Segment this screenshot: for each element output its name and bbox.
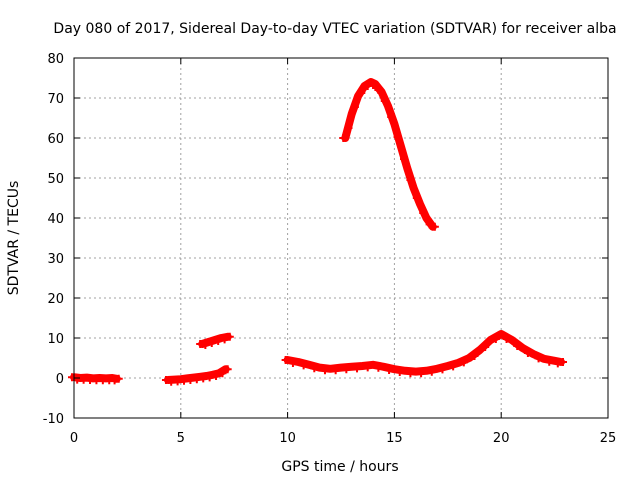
data-point <box>430 222 439 231</box>
y-tick-label: 60 <box>47 132 64 147</box>
data-point <box>214 337 223 345</box>
data-point <box>363 363 372 372</box>
x-tick-label: 10 <box>279 431 296 446</box>
y-tick-label: 10 <box>47 332 64 347</box>
data-point <box>350 103 359 111</box>
data-point <box>344 124 353 132</box>
y-tick-label: 30 <box>47 252 64 267</box>
x-tick-label: 25 <box>600 431 617 446</box>
data-point <box>449 362 458 371</box>
x-tick-label: 5 <box>177 431 185 446</box>
data-point <box>425 220 434 229</box>
x-tick-label: 0 <box>70 431 78 446</box>
data-point <box>406 369 415 378</box>
data-point <box>114 374 123 383</box>
data-point <box>225 332 234 341</box>
y-tick-label: 50 <box>47 172 64 187</box>
y-tick-label: 20 <box>47 292 64 307</box>
data-point <box>374 363 383 372</box>
data-point <box>385 366 394 374</box>
data-point <box>491 335 500 343</box>
data-point <box>502 335 511 343</box>
x-tick-label: 15 <box>386 431 403 446</box>
data-point <box>320 366 329 375</box>
y-tick-label: 40 <box>47 212 64 227</box>
y-axis-label: SDTVAR / TECUs <box>6 181 22 296</box>
data-point <box>427 367 436 376</box>
series-arc-1 <box>68 373 123 385</box>
series-arc-3 <box>196 332 234 349</box>
y-tick-label: 80 <box>47 52 64 67</box>
chart-title: Day 080 of 2017, Sidereal Day-to-day VTE… <box>53 21 616 37</box>
data-point <box>481 343 490 351</box>
data-point <box>438 365 447 374</box>
data-point <box>223 365 232 374</box>
data-point <box>395 368 404 376</box>
x-tick-label: 20 <box>493 431 510 446</box>
data-point <box>523 349 532 357</box>
data-point <box>559 358 568 366</box>
data-point <box>161 376 170 384</box>
data-point <box>380 97 389 105</box>
data-point <box>68 373 76 382</box>
y-tick-label: 70 <box>47 92 64 107</box>
series-arc-5 <box>339 78 439 231</box>
data-point <box>545 357 554 366</box>
data-point <box>342 365 351 374</box>
data-point <box>212 372 221 380</box>
data-point <box>387 113 396 121</box>
data-point <box>374 86 383 94</box>
data-point <box>470 352 479 360</box>
data-point <box>553 359 562 368</box>
data-point <box>353 364 362 373</box>
data-point <box>310 364 319 373</box>
data-point <box>534 354 543 363</box>
series-arc-4 <box>281 330 568 378</box>
data-point <box>406 176 415 184</box>
data-point <box>281 356 290 364</box>
plot-frame <box>73 57 609 419</box>
data-point <box>339 134 348 142</box>
data-point <box>205 373 214 382</box>
data-point <box>288 359 297 367</box>
axis-ticks: 0 5 10 15 20 25 -10 0 10 20 30 40 50 60 70 80 <box>43 52 617 446</box>
data-point <box>218 369 227 378</box>
y-tick-label: -10 <box>43 412 64 427</box>
data-point <box>207 339 216 347</box>
series-line <box>70 373 121 383</box>
data-point <box>513 342 522 350</box>
data-point <box>357 89 366 97</box>
data-point <box>369 81 378 89</box>
data-point <box>220 335 229 344</box>
data-point <box>417 369 426 378</box>
y-tick-label: 0 <box>56 372 64 387</box>
data-point <box>459 358 468 367</box>
data-series <box>68 78 568 386</box>
data-point <box>400 155 409 163</box>
data-point <box>393 133 402 141</box>
data-point <box>331 366 340 375</box>
data-point <box>299 361 308 370</box>
data-point <box>412 194 421 202</box>
data-point <box>110 376 119 385</box>
x-axis-label: GPS time / hours <box>281 459 398 475</box>
series-arc-2 <box>161 365 232 386</box>
data-point <box>419 209 428 217</box>
data-point <box>201 341 210 349</box>
